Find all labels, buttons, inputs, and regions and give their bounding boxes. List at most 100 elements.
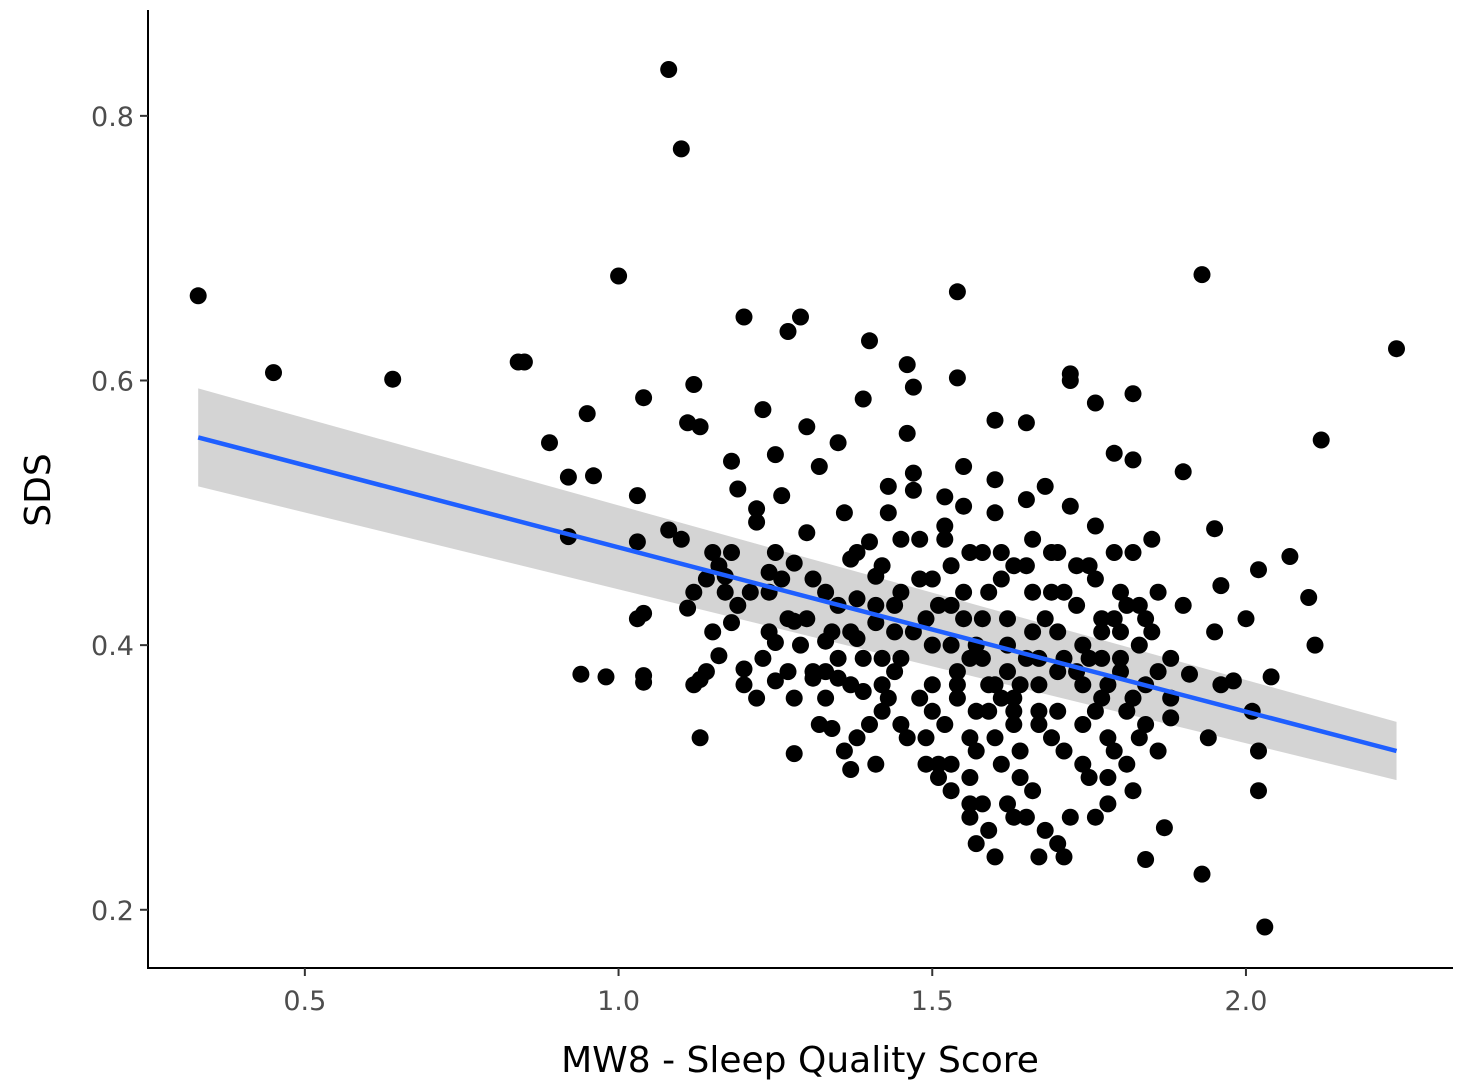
data-point [748,689,766,707]
data-point [672,530,690,548]
data-point [923,676,941,694]
data-point [892,530,910,548]
data-point [879,689,897,707]
data-point [892,716,910,733]
data-point [760,623,778,641]
data-point [948,689,966,707]
data-point [691,729,709,747]
data-point [1256,918,1274,936]
data-point [798,524,816,542]
data-point [930,769,947,786]
data-point [1030,676,1048,694]
data-point [1112,583,1129,601]
ticks: 0.5 1.0 1.5 2.0 0.2 0.4 0.6 0.8 [91,102,1267,1017]
data-point [842,761,860,778]
data-point [1199,729,1217,747]
data-point [992,544,1010,561]
data-point [1162,709,1180,727]
data-point [948,663,966,681]
data-point [967,835,985,853]
data-point [785,554,803,572]
data-point [879,477,897,495]
data-point [1174,463,1192,481]
data-point [672,140,690,158]
data-point [729,480,747,498]
data-point [829,434,847,452]
data-point [873,702,891,720]
data-point [1118,755,1136,773]
data-point [986,848,1004,866]
data-point [986,411,1004,429]
data-point [892,649,910,667]
data-point [1099,676,1117,694]
data-point [1005,702,1023,720]
data-point [898,356,916,374]
confidence-band [198,388,1397,781]
data-point [773,487,791,505]
data-point [785,745,803,763]
fit-line [197,435,1398,754]
data-point [1080,649,1098,667]
data-point [1049,835,1067,853]
data-point [886,623,904,641]
data-point [735,676,753,694]
data-point [635,673,653,691]
y-tick-label: 0.2 [91,896,134,927]
data-point [1011,676,1029,694]
data-point [660,521,678,539]
data-point [817,689,835,707]
data-point [917,755,935,773]
data-point [1130,596,1148,614]
data-point [384,370,402,388]
data-point [873,649,891,667]
data-point [904,481,922,499]
data-point [898,729,916,747]
data-point [967,702,985,720]
x-tick-label: 1.0 [597,986,640,1017]
data-point [798,610,816,628]
data-point [559,468,577,486]
data-point [867,614,885,632]
data-point [999,610,1016,628]
data-point [1124,782,1142,800]
data-point [1011,769,1029,786]
data-point [1281,548,1299,565]
data-point [1036,821,1054,839]
data-point [1105,742,1123,760]
y-tick-label: 0.4 [91,631,134,662]
data-point [1043,729,1060,747]
data-point [741,583,759,601]
data-point [810,716,828,733]
data-point [961,649,979,667]
y-axis-title: SDS [18,453,59,526]
data-point [829,669,847,687]
data-point [1049,623,1067,641]
data-point [1080,769,1098,786]
data-point [1149,663,1167,681]
data-point [923,636,941,654]
data-point [1306,636,1324,654]
data-point [710,647,728,665]
data-point [842,676,860,694]
data-point [1093,623,1111,641]
data-point [923,570,941,588]
data-point [886,596,904,614]
data-point [515,353,533,371]
data-point [792,636,809,654]
data-point [1149,742,1167,760]
data-point [265,364,282,382]
data-point [980,821,998,839]
data-point [992,570,1010,588]
data-point [861,332,878,350]
data-point [1093,610,1111,628]
data-point [955,583,973,601]
data-point [1074,755,1092,773]
data-point [1262,668,1280,686]
data-point [766,544,784,561]
data-point [1130,729,1148,747]
data-point [936,517,954,535]
data-point [1300,589,1318,606]
data-point [1224,672,1242,690]
data-point [1005,689,1023,707]
data-point [1086,702,1104,720]
